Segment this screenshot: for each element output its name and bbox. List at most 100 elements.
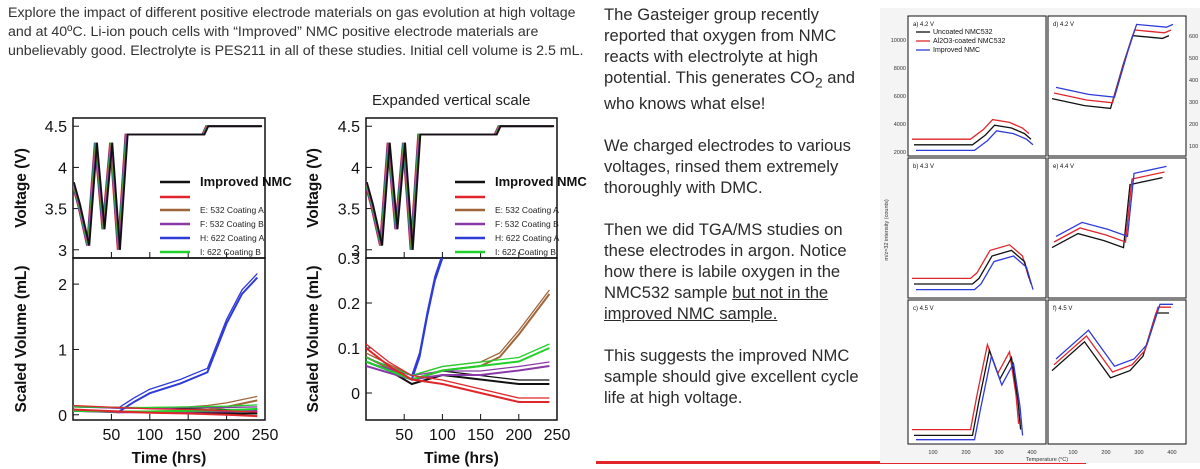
x-tick-label: 50 bbox=[103, 427, 121, 444]
tga-legend-label-uncoated-nmc532: Uncoated NMC532 bbox=[933, 29, 993, 36]
footer-rule bbox=[596, 461, 1086, 464]
volume-tick-label: 0.3 bbox=[338, 251, 360, 268]
tga-right-tick-label: 500 bbox=[1189, 56, 1198, 62]
tga-right-tick-label: 400 bbox=[1189, 78, 1198, 84]
tga-panel-label: e) 4.4 V bbox=[1053, 164, 1074, 170]
tga-x-tick-label: 200 bbox=[961, 450, 970, 456]
legend-label-f-532-coating-b: F: 532 Coating B bbox=[495, 219, 559, 229]
x-tick-label: 250 bbox=[544, 427, 571, 444]
voltage-tick-label: 3.5 bbox=[338, 202, 360, 219]
volume-line-i-622-coating-b bbox=[366, 347, 550, 381]
tga-legend-label-al2o3-coated-nmc532: Al2O3-coated NMC532 bbox=[933, 38, 1005, 45]
voltage-line-improved-nmc bbox=[73, 125, 263, 250]
voltage-tick-label: 4 bbox=[351, 160, 360, 177]
volume-line-duplicate-red-series bbox=[73, 404, 258, 413]
voltage-tick-label: 4.5 bbox=[338, 119, 360, 136]
x-tick-label: 150 bbox=[175, 427, 202, 444]
voltage-curves bbox=[366, 125, 555, 250]
x-axis-label: Time (hrs) bbox=[424, 450, 499, 467]
tga-panel-b-4-3-v bbox=[907, 157, 1047, 299]
volume-axis-label: Scaled Volume (mL) bbox=[13, 266, 30, 413]
voltage-tick-label: 3 bbox=[351, 243, 360, 260]
volume-line-duplicate-f-532-coating-b bbox=[366, 361, 550, 377]
tga-right-tick-label: 100 bbox=[1189, 144, 1198, 150]
tga-panel-c-4-5-v bbox=[907, 299, 1047, 445]
voltage-axis-label: Voltage (V) bbox=[305, 148, 322, 228]
tga-x-tick-label: 300 bbox=[994, 450, 1003, 456]
tga-curve bbox=[1053, 306, 1171, 373]
tga-left-tick-label: 10000 bbox=[891, 38, 906, 44]
voltage-tick-label: 3.5 bbox=[45, 202, 67, 219]
tga-panel-label: a) 4.2 V bbox=[913, 22, 934, 28]
volume-line-duplicate-e-532-coating-a bbox=[366, 289, 550, 377]
tga-curve bbox=[1055, 303, 1173, 367]
tga-panel-label: c) 4.5 V bbox=[913, 306, 934, 312]
intro-text: Explore the impact of different positive… bbox=[8, 5, 584, 59]
tga-curve bbox=[916, 130, 1034, 152]
legend-label-h-622-coating-a: H: 622 Coating A bbox=[495, 233, 560, 243]
explanation-paragraph-1: The Gasteiger group recently reported th… bbox=[604, 5, 855, 114]
tga-curve bbox=[914, 124, 1032, 146]
voltage-tick-label: 3 bbox=[58, 243, 67, 260]
tga-curve bbox=[916, 255, 1034, 291]
tga-curve bbox=[1055, 23, 1174, 98]
expanded-scale-caption: Expanded vertical scale bbox=[372, 92, 531, 109]
explanation-paragraph-4: This suggests the improved NMC sample sh… bbox=[604, 346, 859, 408]
legend-label-i-622-coating-b: I: 622 Coating B bbox=[495, 247, 556, 257]
tga-panel-f-4-5-v bbox=[1047, 299, 1187, 445]
volume-curves bbox=[366, 258, 551, 403]
volume-line-duplicate-h-622-coating-a bbox=[73, 273, 258, 409]
tga-left-tick-label: 8000 bbox=[894, 66, 906, 72]
tga-y-axis-label: m/z=32 intensity (counts) bbox=[884, 199, 890, 260]
tga-ms-panels: a) 4.2 V b) 4.3 V c) 4.5 V d) 4.2 V e) 4.4 V… bbox=[880, 8, 1200, 463]
tga-curve bbox=[1053, 171, 1165, 243]
volume-line-h-622-coating-a bbox=[366, 258, 444, 381]
tga-x-tick-label: 400 bbox=[1167, 450, 1176, 456]
tga-curve bbox=[1051, 176, 1163, 249]
volume-curves bbox=[73, 273, 259, 418]
tga-curve bbox=[912, 118, 1030, 140]
tga-x-tick-label: 300 bbox=[1134, 450, 1143, 456]
legend-label-f-532-coating-b: F: 532 Coating B bbox=[200, 219, 264, 229]
explanation-paragraph-2: We charged electrodes to various voltage… bbox=[604, 136, 851, 198]
tga-x-tick-label: 400 bbox=[1027, 450, 1036, 456]
tga-right-tick-label: 200 bbox=[1189, 122, 1198, 128]
voltage-axis-label: Voltage (V) bbox=[13, 148, 30, 228]
tga-curve bbox=[1055, 165, 1167, 238]
tga-panel-e-4-4-v bbox=[1047, 157, 1187, 299]
tga-x-axis-label: Temperature (°C) bbox=[1026, 457, 1068, 463]
volume-panel-frame bbox=[72, 257, 266, 421]
x-tick-label: 100 bbox=[429, 427, 456, 444]
x-axis-label: Time (hrs) bbox=[132, 450, 207, 467]
legend-label-i-622-coating-b: I: 622 Coating B bbox=[200, 247, 261, 257]
voltage-curves bbox=[73, 125, 263, 250]
x-tick-label: 200 bbox=[505, 427, 532, 444]
tga-curve bbox=[916, 353, 1024, 441]
tga-panel-label: f) 4.5 V bbox=[1053, 306, 1072, 312]
legend-label-improved-nmc: Improved NMC bbox=[200, 174, 292, 189]
tga-right-tick-label: 300 bbox=[1189, 100, 1198, 106]
volume-panel-frame bbox=[365, 257, 558, 421]
volume-tick-label: 0 bbox=[58, 408, 67, 425]
tga-left-tick-label: 6000 bbox=[894, 94, 906, 100]
tga-panel-label: d) 4.2 V bbox=[1053, 22, 1074, 28]
volume-tick-label: 0 bbox=[351, 386, 360, 403]
volume-tick-label: 0.2 bbox=[338, 296, 360, 313]
volume-line-red-series bbox=[366, 347, 550, 403]
volume-line-duplicate-red-series bbox=[366, 343, 550, 399]
tga-curve bbox=[914, 249, 1032, 285]
volume-axis-label: Scaled Volume (mL) bbox=[305, 266, 322, 413]
legend-label-e-532-coating-a: E: 532 Coating A bbox=[200, 205, 264, 215]
x-tick-label: 50 bbox=[395, 427, 413, 444]
volume-tick-label: 0.1 bbox=[338, 341, 360, 358]
explanation-paragraph-3: Then we did TGA/MS studies on these elec… bbox=[604, 220, 847, 324]
voltage-line-improved-nmc bbox=[366, 125, 555, 250]
tga-right-tick-label: 600 bbox=[1189, 34, 1198, 40]
voltage-tick-label: 4 bbox=[58, 160, 67, 177]
legend-label-improved-nmc: Improved NMC bbox=[495, 174, 587, 189]
explanation-text: The Gasteiger group recently reported th… bbox=[604, 4, 866, 429]
volume-line-duplicate-i-622-coating-b bbox=[366, 343, 550, 377]
tga-x-tick-label: 100 bbox=[1068, 450, 1077, 456]
